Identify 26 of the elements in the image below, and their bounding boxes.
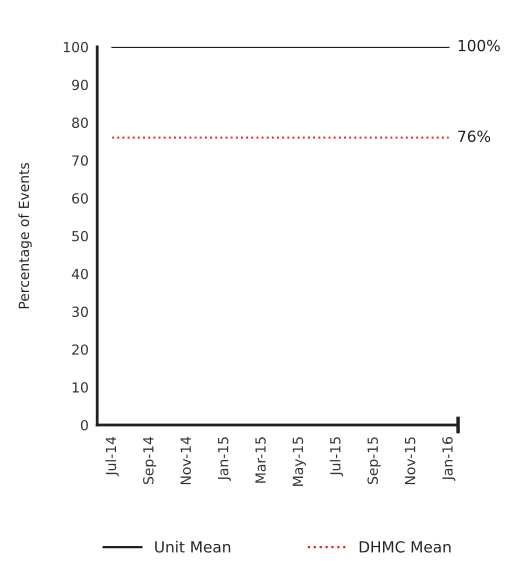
x-tick-label: Jul-14 <box>105 436 119 476</box>
y-axis-title: Percentage of Events <box>18 162 32 308</box>
x-tick-label: Nov-14 <box>180 436 191 484</box>
y-tick-label: 90 <box>72 80 88 90</box>
y-tick-label: 60 <box>72 193 88 204</box>
y-tick-label: 0 <box>80 420 88 430</box>
x-tick-label: May-15 <box>292 437 306 486</box>
y-tick-label: 40 <box>72 268 88 280</box>
y-tick-label: 70 <box>72 155 88 166</box>
y-tick-label: 20 <box>72 344 88 355</box>
x-tick-label: Sep-14 <box>143 436 156 484</box>
y-tick-label: 10 <box>72 382 88 393</box>
legend-label: DHMC Mean <box>360 541 451 553</box>
x-tick-label: Mar-15 <box>255 437 266 483</box>
y-tick-label: 50 <box>72 230 88 242</box>
y-tick-label: 30 <box>72 306 88 318</box>
data-label: 100% <box>458 40 500 52</box>
x-tick-label: Jul-15 <box>330 437 344 476</box>
x-tick-label: Sep-15 <box>367 437 381 484</box>
data-label: 76% <box>458 130 490 142</box>
y-tick-label: 80 <box>72 117 88 128</box>
legend-label: Unit Mean <box>155 540 230 553</box>
x-tick-label: Jan-15 <box>218 437 231 481</box>
x-tick-label: Jan-16 <box>442 436 456 481</box>
x-tick-label: Nov-15 <box>405 437 416 484</box>
y-tick-label: 100 <box>64 42 88 52</box>
